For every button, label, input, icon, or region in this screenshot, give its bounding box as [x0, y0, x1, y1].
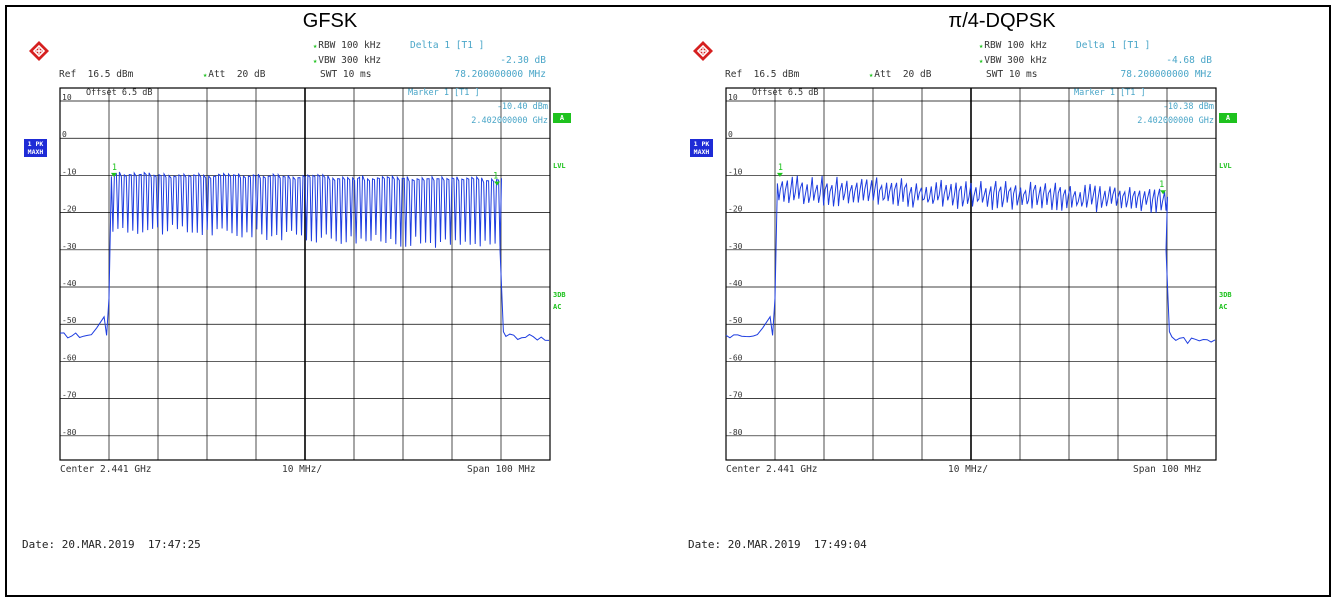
footer-span: Span 100 MHz	[467, 464, 536, 475]
chart-title: GFSK	[302, 10, 358, 32]
trace-mode-badge: 1 PK MAXH	[24, 139, 47, 157]
spectrum-panel-2: π/4-DQPSK RBW 100 kHz VBW 300 kHz SWT 10 ms…	[666, 0, 1332, 600]
side-label-3db: 3DB	[1219, 291, 1232, 299]
vbw-label: VBW 300 kHz	[979, 55, 1047, 66]
y-tick-label: -30	[728, 242, 743, 251]
y-tick-label: 10	[728, 93, 738, 102]
att-label: Att 20 dB	[203, 69, 265, 80]
y-tick-label: -10	[62, 167, 77, 176]
y-tick-label: -40	[728, 279, 743, 288]
spectrum-trace	[59, 171, 550, 341]
spectrum-plot: 10 0 -10 -20 -30 -40 -50 -60 -70 -80 Offset 6.5 dB…	[725, 87, 1217, 461]
y-tick-label: -20	[728, 205, 743, 214]
footer-center: Center 2.441 GHz	[60, 464, 152, 475]
y-tick-label: 0	[728, 130, 733, 139]
att-label: Att 20 dB	[869, 69, 931, 80]
delta-label: Delta 1 [T1 ]	[1076, 40, 1151, 51]
side-label-ac: AC	[1219, 303, 1228, 311]
rohde-schwarz-logo-icon	[693, 41, 713, 61]
y-tick-label: -70	[728, 391, 743, 400]
spectrum-panel-1: GFSK RBW 100 kHz VBW 300 kHz SWT 10 ms Ref 1…	[0, 0, 666, 600]
footer-div: 10 MHz/	[282, 464, 323, 475]
timestamp: Date: 20.MAR.2019 17:49:04	[688, 538, 867, 551]
spectrum-trace	[725, 175, 1216, 345]
marker-dbm: -10.38 dBm	[1163, 102, 1214, 112]
ref-label: Ref 16.5 dBm	[59, 69, 134, 80]
y-tick-label: -30	[62, 242, 77, 251]
delta-freq: 78.200000000 MHz	[454, 69, 546, 80]
footer-center: Center 2.441 GHz	[726, 464, 818, 475]
rbw-label: RBW 100 kHz	[979, 40, 1047, 51]
delta-db: -4.68 dB	[1166, 55, 1212, 66]
badge-line: 1 PK	[693, 140, 710, 148]
side-label-lvl: LVL	[553, 162, 566, 170]
y-tick-label: 10	[62, 93, 72, 102]
ref-label: Ref 16.5 dBm	[725, 69, 800, 80]
marker-dbm: -10.40 dBm	[497, 102, 548, 112]
marker-freq: 2.402000000 GHz	[471, 116, 548, 126]
delta-marker-number: 1	[1159, 180, 1164, 190]
side-label-3db: 3DB	[553, 291, 566, 299]
rohde-schwarz-logo-icon	[29, 41, 49, 61]
vbw-label: VBW 300 kHz	[313, 55, 381, 66]
marker-1-triangle	[776, 172, 783, 177]
marker-label: Marker 1 [T1 ]	[408, 88, 480, 98]
side-label-ac: AC	[553, 303, 562, 311]
badge-line: 1 PK	[27, 140, 44, 148]
trace-a-box: A	[1219, 113, 1237, 123]
badge-line: MAXH	[693, 148, 710, 156]
y-tick-label: -60	[728, 353, 743, 362]
marker-1-triangle	[110, 172, 117, 177]
badge-line: MAXH	[27, 148, 44, 156]
marker-freq: 2.402000000 GHz	[1137, 116, 1214, 126]
marker-label: Marker 1 [T1 ]	[1074, 88, 1146, 98]
delta-marker-number: 1	[493, 171, 498, 181]
side-label-lvl: LVL	[1219, 162, 1232, 170]
rbw-label: RBW 100 kHz	[313, 40, 381, 51]
y-tick-label: -70	[62, 391, 77, 400]
figure-frame	[5, 5, 1331, 597]
y-tick-label: -60	[62, 353, 77, 362]
delta-marker-triangle	[494, 181, 501, 186]
marker-1-number: 1	[778, 163, 783, 173]
y-tick-label: -50	[62, 316, 77, 325]
offset-label: Offset 6.5 dB	[752, 88, 819, 98]
delta-label: Delta 1 [T1 ]	[410, 40, 485, 51]
y-tick-label: -10	[728, 167, 743, 176]
y-tick-label: -20	[62, 205, 77, 214]
y-tick-label: -80	[728, 428, 743, 437]
trace-mode-badge: 1 PK MAXH	[690, 139, 713, 157]
spectrum-plot: 10 0 -10 -20 -30 -40 -50 -60 -70 -80 Offset 6.5 dB…	[59, 87, 551, 461]
y-tick-label: -40	[62, 279, 77, 288]
delta-marker-triangle	[1160, 190, 1167, 195]
footer-div: 10 MHz/	[948, 464, 989, 475]
chart-title: π/4-DQPSK	[948, 10, 1056, 32]
offset-label: Offset 6.5 dB	[86, 88, 153, 98]
swt-label: SWT 10 ms	[320, 69, 372, 80]
y-tick-label: -80	[62, 428, 77, 437]
footer-span: Span 100 MHz	[1133, 464, 1202, 475]
y-tick-label: -50	[728, 316, 743, 325]
y-tick-label: 0	[62, 130, 67, 139]
delta-db: -2.30 dB	[500, 55, 546, 66]
delta-freq: 78.200000000 MHz	[1120, 69, 1212, 80]
marker-1-number: 1	[112, 163, 117, 173]
timestamp: Date: 20.MAR.2019 17:47:25	[22, 538, 201, 551]
swt-label: SWT 10 ms	[986, 69, 1038, 80]
trace-a-box: A	[553, 113, 571, 123]
